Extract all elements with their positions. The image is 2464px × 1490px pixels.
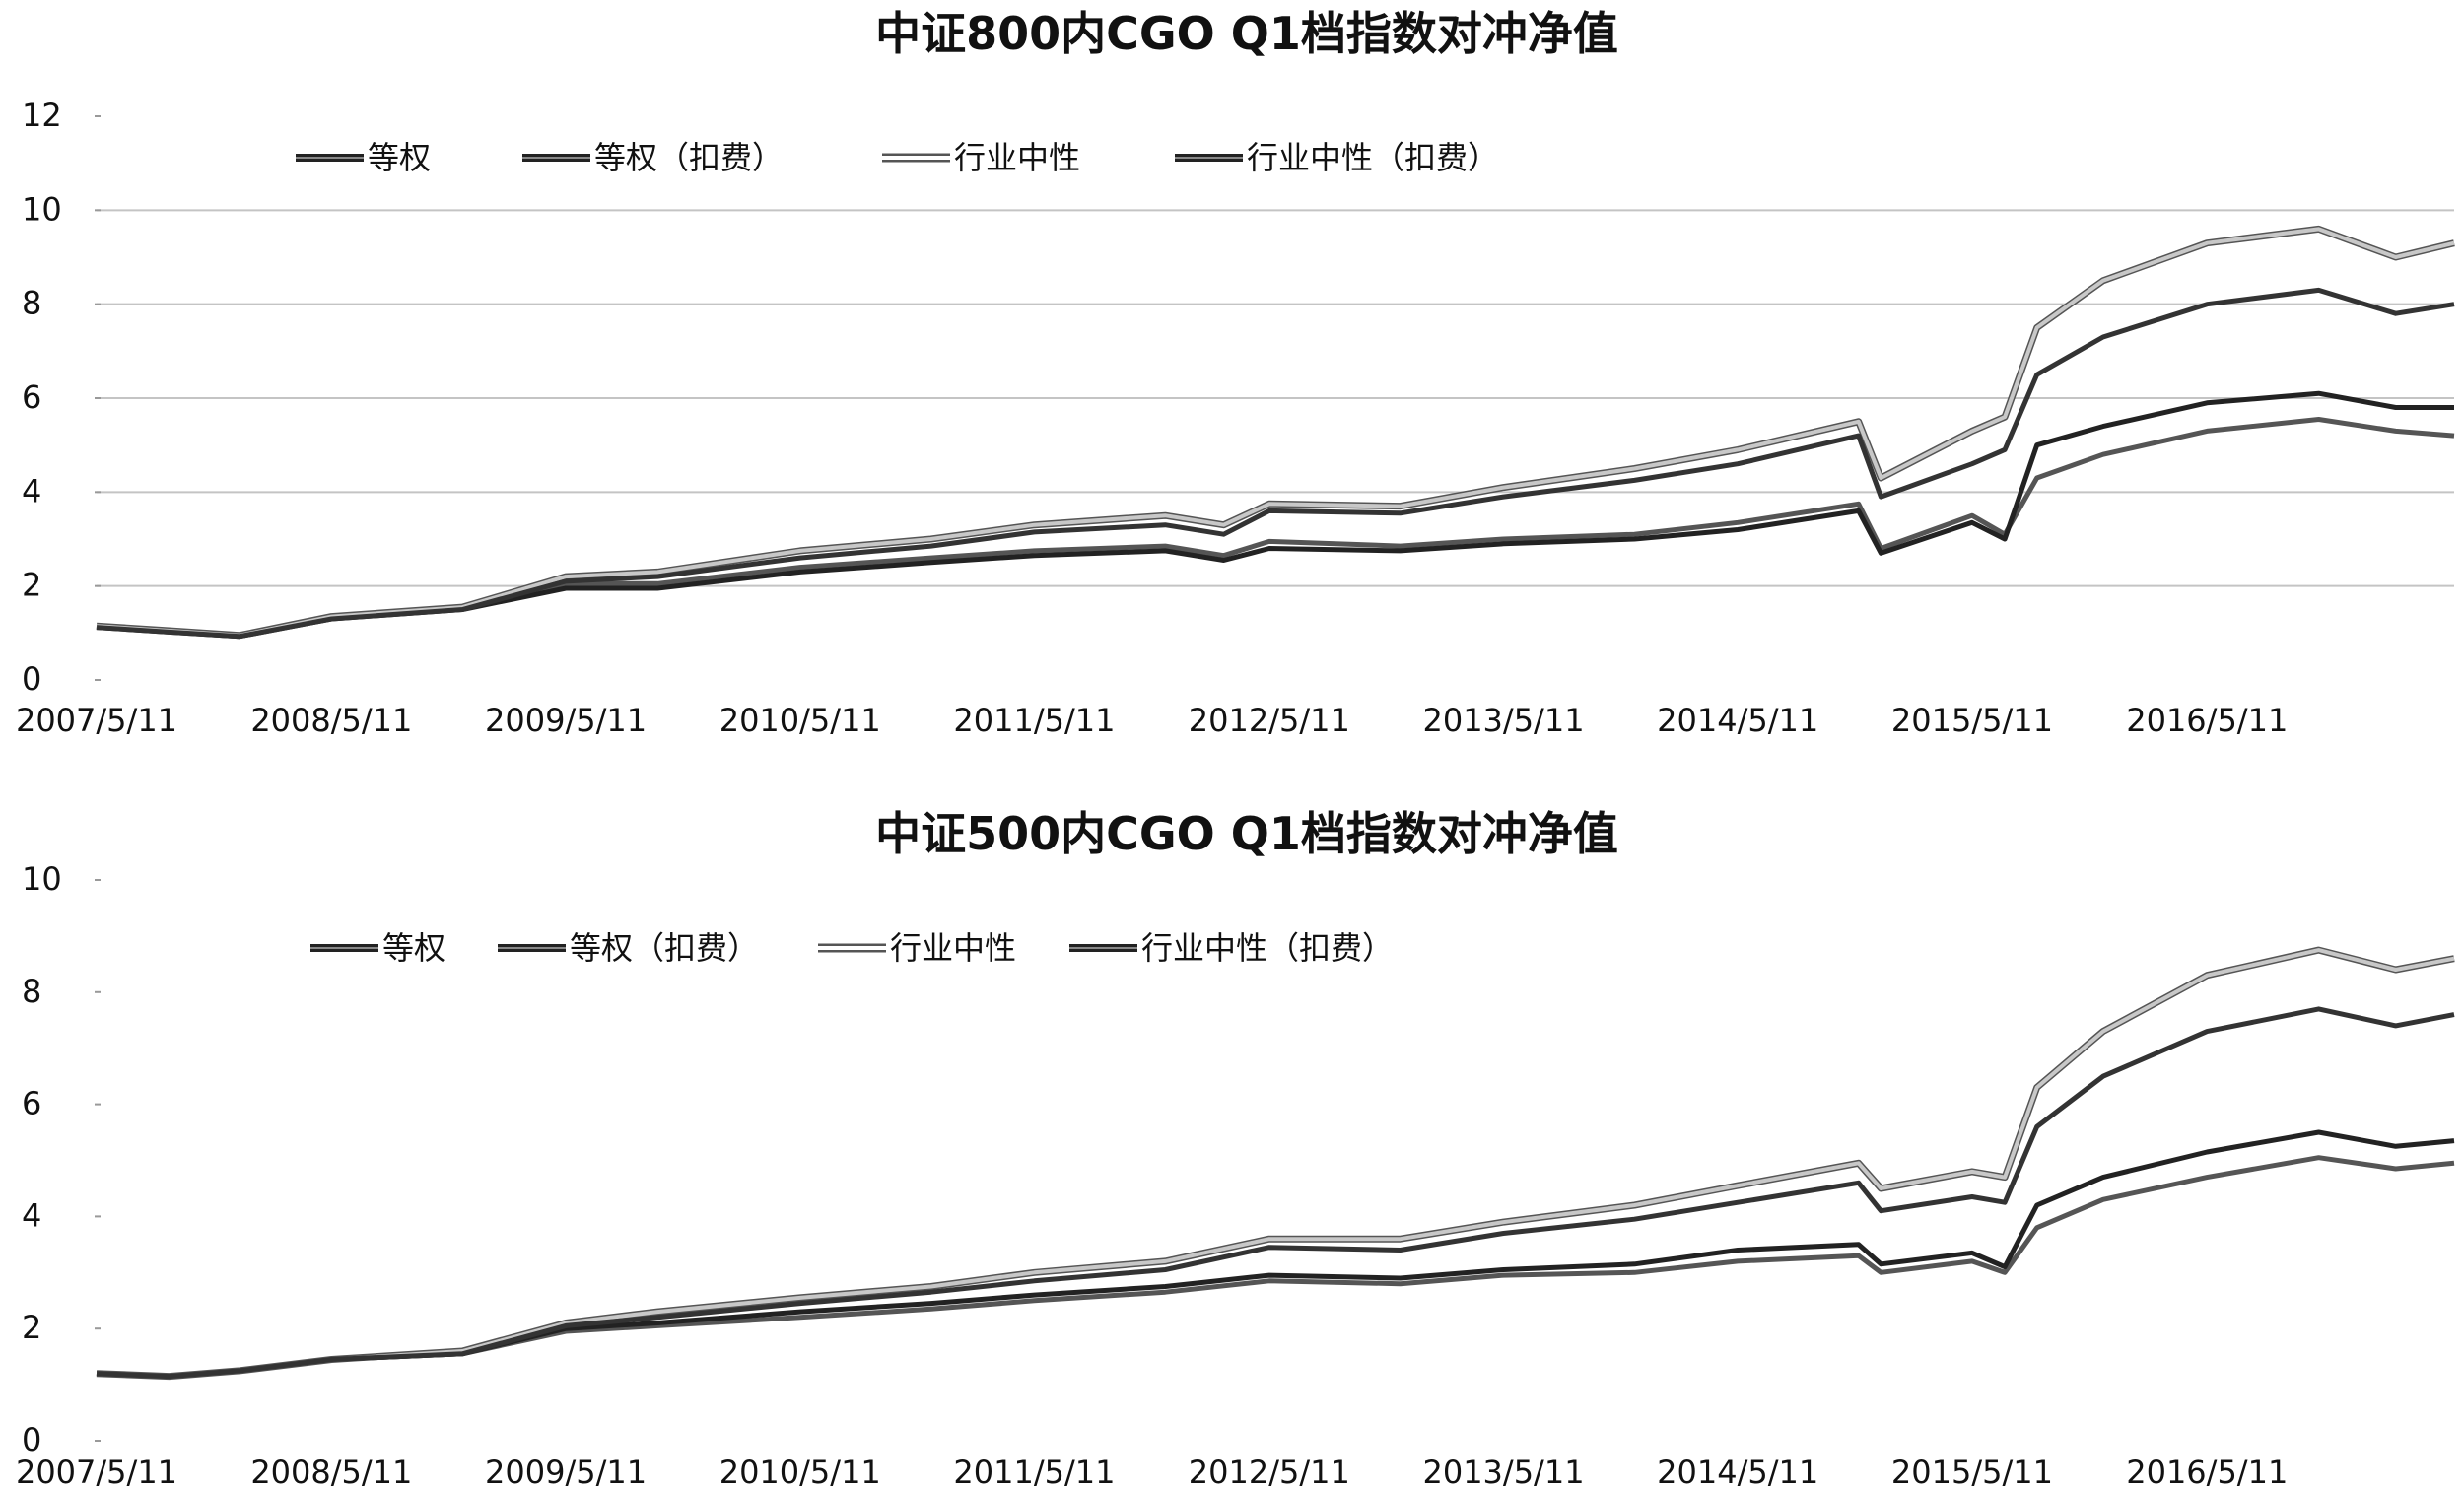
y-tick-label: 4 — [22, 472, 41, 509]
x-tick-label: 2009/5/11 — [485, 1454, 647, 1490]
x-tick-label: 2015/5/11 — [1891, 1454, 2053, 1490]
series-line — [96, 227, 2455, 638]
x-tick-label: 2008/5/11 — [250, 1454, 412, 1490]
y-tick-label: 6 — [22, 1085, 41, 1122]
chart-title: 中证800内CGO Q1档指数对冲净值 — [875, 7, 1618, 60]
series-line-outline — [96, 225, 2455, 640]
x-tick-label: 2011/5/11 — [953, 1454, 1115, 1490]
x-tick-label: 2013/5/11 — [1422, 1454, 1584, 1490]
series-line — [96, 287, 2455, 640]
x-tick-label: 2015/5/11 — [1891, 702, 2053, 739]
y-axis: 0 2 4 6 8 10 12 — [22, 97, 101, 698]
x-axis: 2007/5/11 2008/5/11 2009/5/11 2010/5/11 2011… — [16, 702, 2288, 739]
series-lines — [96, 225, 2455, 640]
series-line — [96, 417, 2455, 639]
legend-label: 行业中性（扣费） — [1141, 929, 1394, 967]
series-line — [96, 1155, 2455, 1380]
y-tick-label: 2 — [22, 567, 41, 604]
x-tick-label: 2016/5/11 — [2126, 1454, 2288, 1490]
x-tick-label: 2011/5/11 — [953, 702, 1115, 739]
y-axis: 0 2 4 6 8 10 — [22, 860, 101, 1458]
y-tick-label: 10 — [22, 190, 62, 228]
x-axis: 2007/5/11 2008/5/11 2009/5/11 2010/5/11 2011… — [16, 1454, 2288, 1490]
y-tick-label: 2 — [22, 1309, 41, 1346]
x-tick-label: 2008/5/11 — [250, 702, 412, 739]
legend-label: 等权 — [382, 929, 445, 967]
legend-label: 行业中性（扣费） — [1247, 139, 1499, 176]
y-tick-label: 0 — [22, 660, 41, 698]
grid-lines — [97, 209, 2454, 587]
legend: 等权 等权（扣费） 行业中性 行业中性（扣费） — [310, 929, 1394, 967]
legend-label: 等权（扣费） — [594, 139, 784, 176]
series-line — [96, 390, 2454, 640]
chart-title: 中证500内CGO Q1档指数对冲净值 — [875, 807, 1618, 860]
series-line — [96, 1006, 2455, 1380]
y-tick-label: 0 — [22, 1421, 41, 1458]
x-tick-label: 2014/5/11 — [1657, 702, 1818, 739]
y-tick-label: 8 — [22, 285, 41, 322]
x-tick-label: 2010/5/11 — [719, 702, 881, 739]
legend-label: 等权（扣费） — [570, 929, 759, 967]
legend: 等权 等权（扣费） 行业中性 行业中性（扣费） — [296, 139, 1499, 176]
series-line — [96, 1129, 2455, 1380]
x-tick-label: 2007/5/11 — [16, 1454, 177, 1490]
x-tick-label: 2012/5/11 — [1189, 702, 1350, 739]
x-tick-label: 2013/5/11 — [1422, 702, 1584, 739]
series-lines — [96, 946, 2455, 1381]
x-tick-label: 2007/5/11 — [16, 702, 177, 739]
x-tick-label: 2016/5/11 — [2126, 702, 2288, 739]
y-tick-label: 10 — [22, 860, 62, 898]
y-tick-label: 6 — [22, 378, 41, 416]
series-line-outline — [96, 946, 2455, 1381]
legend-label: 行业中性 — [954, 139, 1080, 176]
x-tick-label: 2012/5/11 — [1189, 1454, 1350, 1490]
legend-label: 等权 — [368, 139, 431, 176]
legend-label: 行业中性 — [890, 929, 1016, 967]
x-tick-label: 2009/5/11 — [485, 702, 647, 739]
y-tick-label: 12 — [22, 97, 62, 134]
y-tick-label: 4 — [22, 1196, 41, 1234]
x-tick-label: 2014/5/11 — [1657, 1454, 1818, 1490]
x-tick-label: 2010/5/11 — [719, 1454, 881, 1490]
y-tick-label: 8 — [22, 973, 41, 1010]
series-line — [96, 948, 2455, 1379]
